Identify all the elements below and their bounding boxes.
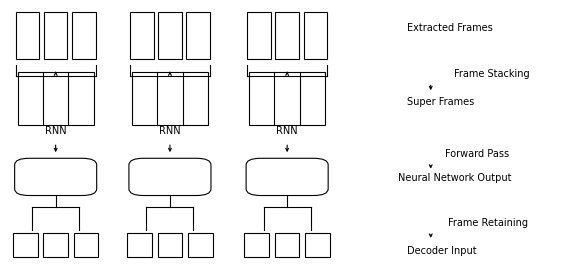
FancyBboxPatch shape	[129, 158, 211, 196]
Bar	[186, 12, 210, 59]
Text: Extracted Frames: Extracted Frames	[407, 23, 493, 33]
Bar	[72, 12, 96, 59]
Bar	[275, 233, 299, 257]
Bar	[304, 12, 327, 59]
Bar	[158, 233, 182, 257]
Bar	[188, 233, 213, 257]
Bar	[13, 233, 38, 257]
Bar	[130, 12, 154, 59]
Bar	[16, 12, 39, 59]
Text: Forward Pass: Forward Pass	[445, 149, 509, 159]
FancyBboxPatch shape	[246, 158, 328, 196]
FancyBboxPatch shape	[15, 158, 97, 196]
Bar	[44, 12, 67, 59]
Text: Frame Stacking: Frame Stacking	[454, 69, 530, 80]
Bar	[74, 233, 98, 257]
Bar	[127, 233, 152, 257]
Bar	[18, 72, 94, 125]
Bar	[158, 12, 182, 59]
Bar	[247, 12, 271, 59]
Bar	[43, 233, 68, 257]
Bar	[249, 72, 325, 125]
Text: Super Frames: Super Frames	[407, 97, 475, 107]
Bar	[305, 233, 330, 257]
Text: RNN: RNN	[159, 126, 180, 136]
Bar	[275, 12, 299, 59]
Bar	[132, 72, 208, 125]
Text: Neural Network Output: Neural Network Output	[398, 173, 512, 183]
Text: RNN: RNN	[277, 126, 298, 136]
Text: Decoder Input: Decoder Input	[407, 246, 477, 256]
Bar	[244, 233, 269, 257]
Text: RNN: RNN	[45, 126, 66, 136]
Text: Frame Retaining: Frame Retaining	[448, 218, 529, 228]
